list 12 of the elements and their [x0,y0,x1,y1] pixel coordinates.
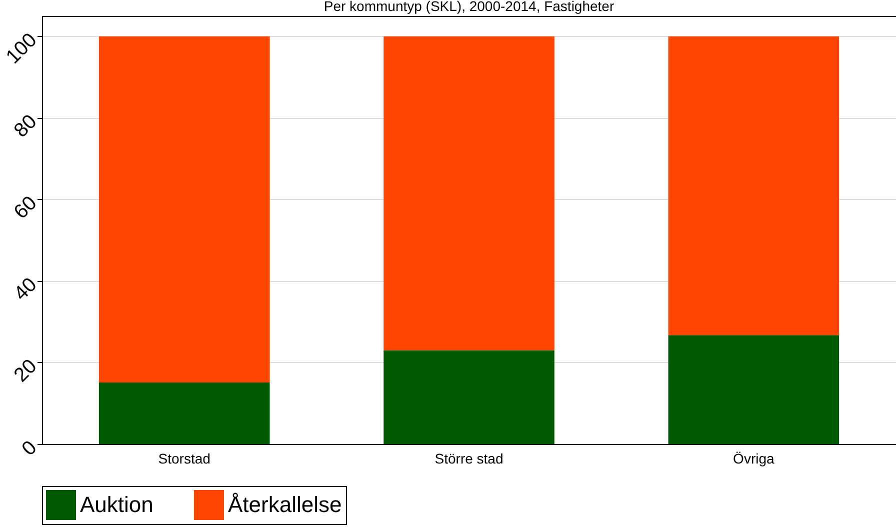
x-tick-label: Större stad [434,450,504,466]
legend-label: Auktion [80,492,154,517]
y-tick-label: 60 [10,192,42,224]
x-tick-label: Storstad [158,450,210,466]
y-tick-label: 80 [10,110,42,142]
y-tick-label: 20 [10,355,42,386]
x-tick-label: Övriga [733,450,774,466]
y-tick-label: 100 [2,29,42,68]
y-tick-label: 0 [18,436,42,460]
y-tick-label: 40 [10,274,42,305]
chart-title: Per kommuntyp (SKL), 2000-2014, Fastigheter [324,0,614,14]
legend-label: Återkallelse [228,492,342,517]
